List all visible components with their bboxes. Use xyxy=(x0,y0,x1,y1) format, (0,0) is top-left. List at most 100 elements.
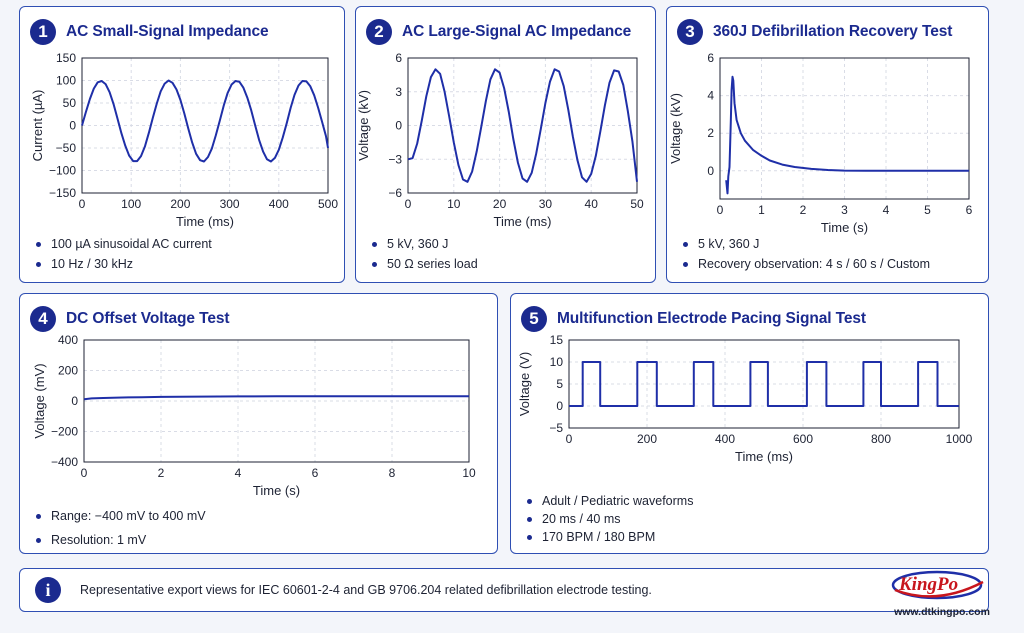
x-tick-label: 8 xyxy=(389,466,396,480)
plot-frame xyxy=(568,339,960,429)
x-tick-label: 100 xyxy=(121,197,141,211)
panel-ac-large-signal: 2 AC Large-Signal AC Impedance 0 10 20 30 40… xyxy=(355,6,656,283)
y-tick-label: 50 xyxy=(63,96,77,110)
x-tick-label: 3 xyxy=(841,203,848,217)
panel-title: 360J Defibrillation Recovery Test xyxy=(713,23,953,40)
y-tick-label: 6 xyxy=(707,51,714,65)
y-tick-label: 0 xyxy=(556,399,563,413)
bullet-item: 10 Hz / 30 kHz xyxy=(36,254,212,274)
y-tick-label: 4 xyxy=(707,89,714,103)
chart-5: 0 200 400 600 800 1000 −5 0 5 10 15 Time (ms) Voltag… xyxy=(511,294,990,499)
series-line xyxy=(83,395,469,401)
y-tick-label: −6 xyxy=(388,186,402,200)
y-tick-label: 150 xyxy=(56,51,76,65)
panel-number-badge: 5 xyxy=(521,306,547,332)
brand-logo: KingPo www.dtkingpo.com xyxy=(887,566,997,626)
x-axis-title: Time (s) xyxy=(821,220,868,235)
bullet-item: Adult / Pediatric waveforms xyxy=(527,492,693,510)
bullet-item: 100 µA sinusoidal AC current xyxy=(36,234,212,254)
plot-frame xyxy=(407,57,638,194)
info-icon: i xyxy=(35,577,61,603)
bullet-text: 50 Ω series load xyxy=(387,257,478,271)
y-tick-label: 6 xyxy=(395,51,402,65)
x-tick-label: 10 xyxy=(462,466,476,480)
y-tick-label: 3 xyxy=(395,85,402,99)
y-axis-title: Current (µA) xyxy=(30,90,45,162)
bullet-text: Adult / Pediatric waveforms xyxy=(542,494,694,508)
bullet-text: 10 Hz / 30 kHz xyxy=(51,257,133,271)
y-tick-label: −100 xyxy=(49,164,76,178)
bullet-text: Recovery observation: 4 s / 60 s / Custo… xyxy=(698,257,931,271)
y-tick-label: 0 xyxy=(71,394,78,408)
chart-1: 0 100 200 300 400 500 −150 −100 −50 0 50 100 150 Time… xyxy=(20,7,346,237)
x-tick-label: 0 xyxy=(566,432,573,446)
panel-bullets: 100 µA sinusoidal AC current 10 Hz / 30 … xyxy=(36,234,212,274)
x-axis-title: Time (ms) xyxy=(735,449,793,464)
plot-frame xyxy=(719,57,970,200)
x-tick-label: 200 xyxy=(170,197,190,211)
panel-defib-recovery: 3 360J Defibrillation Recovery Test 0 1 2 3… xyxy=(666,6,989,283)
footer-text: Representative export views for IEC 6060… xyxy=(80,583,652,597)
x-tick-label: 20 xyxy=(493,197,507,211)
x-tick-label: 0 xyxy=(717,203,724,217)
x-tick-label: 0 xyxy=(405,197,412,211)
y-tick-label: 15 xyxy=(550,333,564,347)
x-tick-label: 6 xyxy=(966,203,973,217)
y-tick-label: 2 xyxy=(707,126,714,140)
panel-bullets: 5 kV, 360 J 50 Ω series load xyxy=(372,234,478,274)
x-tick-label: 400 xyxy=(269,197,289,211)
panel-bullets: Range: −400 mV to 400 mV Resolution: 1 m… xyxy=(36,504,206,552)
panel-dc-offset: 4 DC Offset Voltage Test 0 2 4 6 8 10 −400 −200… xyxy=(19,293,498,554)
panel-number-badge: 4 xyxy=(30,306,56,332)
bullet-text: 100 µA sinusoidal AC current xyxy=(51,237,212,251)
panel-number-badge: 2 xyxy=(366,19,392,45)
logo-wordmark: KingPo xyxy=(899,574,959,595)
panel-header: 3 360J Defibrillation Recovery Test xyxy=(677,19,952,45)
y-axis-title: Voltage (V) xyxy=(517,352,532,416)
x-tick-label: 6 xyxy=(312,466,319,480)
chart-4: 0 2 4 6 8 10 −400 −200 0 200 400 Time (s) Voltage (m… xyxy=(20,294,499,509)
bullet-item: 5 kV, 360 J xyxy=(372,234,478,254)
series-line xyxy=(407,68,638,183)
panel-header: 4 DC Offset Voltage Test xyxy=(30,306,230,332)
bullet-text: 20 ms / 40 ms xyxy=(542,512,621,526)
x-tick-label: 800 xyxy=(871,432,891,446)
x-tick-label: 600 xyxy=(793,432,813,446)
logo-swoosh-icon xyxy=(891,570,984,600)
x-tick-label: 2 xyxy=(158,466,165,480)
x-axis-title: Time (ms) xyxy=(493,214,551,229)
y-tick-label: −200 xyxy=(51,425,78,439)
bullet-item: Range: −400 mV to 400 mV xyxy=(36,504,206,528)
series-line xyxy=(81,79,329,163)
x-tick-label: 30 xyxy=(539,197,553,211)
panel-pacing-signal: 5 Multifunction Electrode Pacing Signal … xyxy=(510,293,989,554)
panel-ac-small-signal: 1 AC Small-Signal Impedance 0 100 200 300 40… xyxy=(19,6,345,283)
y-axis-title: Voltage (kV) xyxy=(356,90,371,161)
x-tick-label: 200 xyxy=(637,432,657,446)
panel-number-badge: 3 xyxy=(677,19,703,45)
panel-header: 5 Multifunction Electrode Pacing Signal … xyxy=(521,306,866,332)
panel-title: Multifunction Electrode Pacing Signal Te… xyxy=(557,310,866,327)
x-tick-label: 300 xyxy=(220,197,240,211)
y-tick-label: 0 xyxy=(707,164,714,178)
panel-bullets: 5 kV, 360 J Recovery observation: 4 s / … xyxy=(683,234,930,274)
y-tick-label: −5 xyxy=(549,421,563,435)
panel-title: AC Large-Signal AC Impedance xyxy=(402,23,632,40)
bullet-item: Resolution: 1 mV xyxy=(36,528,206,552)
bullet-text: 5 kV, 360 J xyxy=(698,237,760,251)
x-tick-label: 5 xyxy=(924,203,931,217)
x-tick-label: 40 xyxy=(585,197,599,211)
y-tick-label: 10 xyxy=(550,355,564,369)
y-tick-label: 100 xyxy=(56,74,76,88)
x-axis-title: Time (ms) xyxy=(176,214,234,229)
panel-title: AC Small-Signal Impedance xyxy=(66,23,269,40)
bullet-item: 170 BPM / 180 BPM xyxy=(527,528,693,546)
y-tick-label: 5 xyxy=(556,377,563,391)
series-line xyxy=(725,75,969,195)
y-axis-title: Voltage (kV) xyxy=(668,93,683,164)
x-tick-label: 4 xyxy=(235,466,242,480)
x-tick-label: 500 xyxy=(318,197,338,211)
x-tick-label: 400 xyxy=(715,432,735,446)
y-tick-label: 0 xyxy=(69,119,76,133)
y-tick-label: 200 xyxy=(58,364,78,378)
